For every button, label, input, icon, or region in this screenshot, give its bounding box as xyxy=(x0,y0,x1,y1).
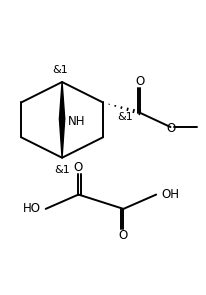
Text: OH: OH xyxy=(161,188,179,201)
Text: NH: NH xyxy=(68,115,86,128)
Text: &1: &1 xyxy=(52,65,68,75)
Text: O: O xyxy=(166,122,175,135)
Text: HO: HO xyxy=(23,202,41,215)
Text: O: O xyxy=(74,161,83,174)
Text: &1: &1 xyxy=(54,165,70,175)
Polygon shape xyxy=(59,82,65,119)
Text: O: O xyxy=(135,75,144,88)
Text: O: O xyxy=(119,229,128,242)
Polygon shape xyxy=(59,119,65,158)
Text: &1: &1 xyxy=(117,112,133,122)
